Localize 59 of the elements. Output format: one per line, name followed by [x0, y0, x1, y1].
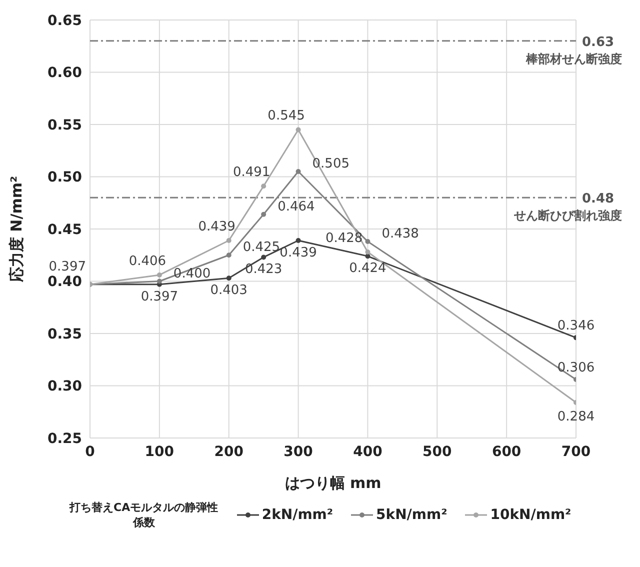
data-label: 0.406 — [128, 254, 166, 269]
legend-label: 2kN/mm² — [262, 507, 334, 523]
y-tick-label: 0.60 — [47, 65, 82, 82]
x-tick-label: 100 — [144, 444, 174, 460]
x-axis-title: はつり幅 mm — [284, 474, 382, 492]
x-tick-label: 300 — [284, 444, 314, 460]
point — [226, 238, 232, 243]
y-tick-label: 0.25 — [47, 430, 82, 447]
point — [296, 127, 301, 132]
point — [226, 252, 232, 258]
data-label: 0.545 — [268, 108, 305, 124]
legend-label: 10kN/mm² — [490, 507, 572, 523]
data-label: 0.346 — [557, 318, 595, 334]
point — [365, 249, 370, 254]
y-tick-label: 0.45 — [47, 222, 82, 238]
x-tick-label: 700 — [561, 444, 591, 460]
y-tick-label: 0.55 — [47, 117, 82, 134]
data-label: 0.439 — [280, 245, 317, 260]
y-tick-label: 0.40 — [47, 274, 82, 290]
point — [261, 184, 266, 189]
data-label: 0.425 — [242, 240, 280, 256]
data-label: 0.284 — [557, 409, 595, 424]
legend-title: 打ち替えCAモルタルの静弾性係数 — [68, 500, 219, 530]
ref-line-label: 0.48 — [582, 192, 614, 207]
point — [365, 239, 370, 244]
data-label: 0.439 — [198, 219, 236, 234]
y-axis-title: 応力度 N/mm² — [7, 176, 26, 284]
x-tick-label: 400 — [353, 444, 383, 460]
data-label: 0.400 — [173, 266, 211, 282]
data-label: 0.306 — [557, 360, 595, 376]
data-label: 0.424 — [349, 261, 386, 276]
x-tick-label: 200 — [214, 444, 244, 460]
legend-label: 5kN/mm² — [376, 507, 448, 523]
point — [296, 238, 301, 243]
point — [261, 212, 266, 217]
annotation: 棒部材せん断強度 — [525, 52, 622, 66]
x-tick-label: 600 — [492, 444, 522, 460]
point — [226, 276, 232, 281]
data-label: 0.464 — [278, 199, 315, 214]
y-tick-label: 0.65 — [47, 12, 82, 29]
data-label: 0.397 — [48, 259, 86, 274]
data-label: 0.403 — [210, 283, 248, 298]
x-tick-label: 0 — [85, 444, 96, 460]
annotation: せん断ひび割れ強度 — [513, 208, 622, 223]
data-label: 0.491 — [232, 165, 270, 180]
data-label: 0.505 — [312, 156, 350, 172]
data-label: 0.438 — [382, 226, 419, 242]
ref-line-label: 0.63 — [582, 34, 614, 50]
point — [261, 254, 266, 260]
point — [156, 278, 162, 284]
x-tick-label: 500 — [422, 444, 452, 460]
data-label: 0.423 — [244, 262, 282, 278]
point — [296, 169, 301, 174]
data-label: 0.428 — [325, 230, 363, 246]
point — [156, 272, 162, 278]
y-tick-label: 0.30 — [47, 378, 82, 395]
y-tick-label: 0.35 — [47, 326, 82, 342]
y-tick-label: 0.50 — [47, 170, 82, 186]
data-label: 0.397 — [140, 289, 178, 304]
